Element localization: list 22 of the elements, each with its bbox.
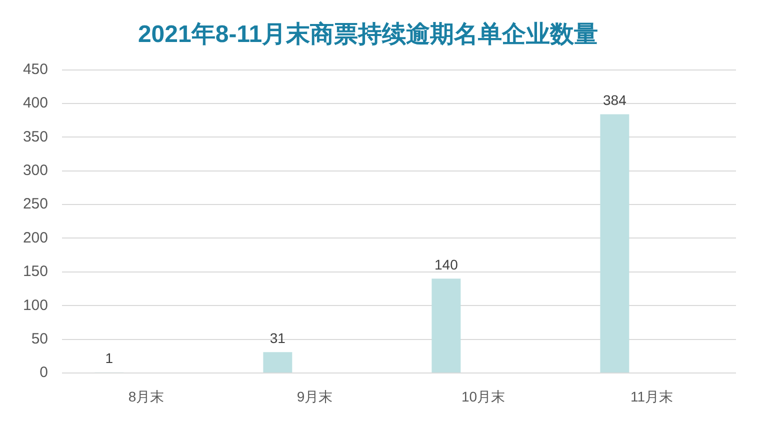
y-tick-label: 150 (22, 263, 48, 280)
data-label: 1 (105, 350, 114, 366)
x-tick-label: 8月末 (128, 388, 164, 404)
bar (263, 352, 292, 372)
y-tick-label: 300 (22, 162, 48, 180)
x-tick-label: 11月末 (630, 388, 674, 404)
y-tick-label: 350 (22, 128, 48, 146)
y-tick-label: 400 (22, 94, 48, 112)
chart-title: 2021年8-11月末商票持续逾期名单企业数量 (138, 21, 598, 48)
x-tick-label: 10月末 (461, 388, 506, 404)
y-tick-label: 50 (31, 330, 48, 348)
x-tick-label: 9月末 (296, 388, 333, 404)
y-tick-label: 100 (22, 296, 48, 314)
y-tick-label: 0 (40, 364, 48, 382)
bar (600, 114, 630, 372)
y-tick-label: 450 (22, 60, 48, 78)
data-label: 31 (270, 330, 286, 346)
data-label: 140 (434, 256, 458, 273)
bar (432, 278, 461, 372)
y-tick-label: 200 (22, 229, 48, 246)
y-tick-label: 250 (22, 196, 48, 213)
data-label: 384 (603, 92, 627, 108)
